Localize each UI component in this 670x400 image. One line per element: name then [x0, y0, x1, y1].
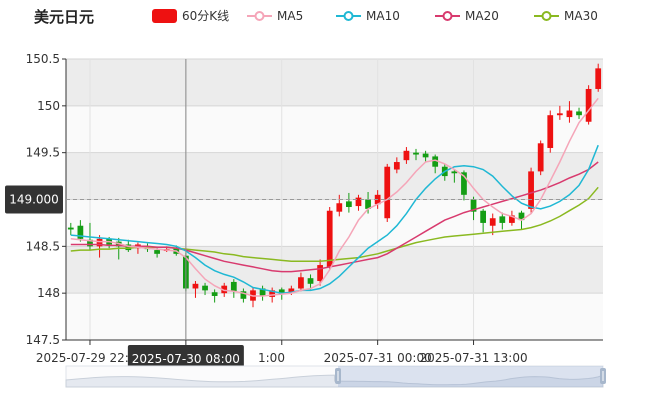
candle-body-6: [125, 244, 132, 251]
candle-body-14: [202, 285, 208, 291]
grid-band-bottom: [66, 293, 603, 340]
candle-body-9: [154, 250, 160, 254]
legend-swatch-0: [152, 9, 177, 23]
grid-band-1: [66, 152, 603, 200]
grid-band-2: [66, 59, 603, 106]
candle-body-18: [240, 291, 247, 299]
axes: 147.5 148 148.5 149.5 150 150.5 2025-07-29 22:…: [26, 52, 603, 365]
candle-body-46: [509, 215, 515, 223]
crosshair-x-label: 2025-07-30 08:00: [132, 352, 240, 366]
plot-grid: [66, 58, 603, 341]
candle-body-38: [432, 156, 439, 167]
legend: 60分K线 MA5 MA10 MA20 MA30: [152, 9, 598, 23]
candle-body-47: [518, 212, 525, 221]
candle-body-48: [528, 171, 534, 209]
ma5-line: [70, 97, 599, 297]
y-tick-label-3: 149.5: [26, 146, 60, 160]
candle-body-17: [230, 281, 237, 292]
legend-label-2: MA10: [366, 9, 400, 23]
candle-body-51: [556, 113, 563, 116]
candle-body-1: [77, 225, 84, 239]
candle-body-24: [298, 277, 304, 289]
legend-label-4: MA30: [564, 9, 598, 23]
y-tick-label-4: 150: [37, 99, 60, 113]
candle-body-23: [288, 288, 295, 294]
candle-body-0: [67, 227, 74, 230]
candle-body-41: [461, 172, 467, 195]
candle-body-36: [413, 152, 419, 155]
candle-body-30: [355, 197, 362, 207]
candle-body-40: [451, 171, 458, 174]
candle-body-16: [221, 285, 228, 294]
candle-body-28: [336, 203, 343, 212]
chart-title: 美元日元: [34, 8, 95, 26]
legend-label-0: 60分K线: [182, 9, 229, 23]
x-tick-label-4: 2025-07-31 13:00: [419, 351, 527, 365]
zoom-preview: [65, 374, 604, 388]
candle-body-33: [384, 166, 391, 219]
legend-marker-2: [343, 11, 354, 21]
zoom-window: [338, 366, 603, 387]
candle-body-50: [547, 115, 554, 148]
candle-body-55: [595, 68, 602, 89]
candle-body-13: [192, 283, 199, 289]
x-tick-label-3: 2025-07-31 00:00: [324, 351, 432, 365]
y-tick-label-0: 147.5: [26, 333, 60, 347]
candle-body-34: [393, 162, 400, 170]
candle-body-27: [326, 210, 333, 267]
grid-band-upper: [66, 105, 603, 153]
candle-body-25: [307, 278, 314, 284]
candle-body-26: [317, 265, 323, 281]
candle-body-45: [499, 216, 506, 223]
candle-body-22: [278, 289, 285, 295]
grid-band-0: [66, 246, 603, 294]
legend-label-3: MA20: [465, 9, 499, 23]
candle-body-35: [403, 150, 410, 161]
crosshair: 149.000 2025-07-30 08:00: [5, 59, 603, 373]
x-tick-label-0: 2025-07-29 22:00: [36, 351, 144, 365]
candle-body-43: [480, 210, 487, 223]
candle-body-2: [87, 239, 93, 247]
candle-body-49: [537, 143, 544, 172]
candle-body-54: [585, 88, 592, 122]
crosshair-y-label: 149.000: [9, 193, 59, 207]
candle-body-15: [211, 292, 218, 296]
y-tick-label-2: 148.5: [26, 239, 60, 253]
x-tick-label-2: 1:00: [258, 351, 285, 365]
y-tick-label-1: 148: [37, 286, 60, 300]
legend-label-1: MA5: [277, 9, 303, 23]
candle-body-20: [259, 288, 266, 296]
legend-marker-4: [541, 11, 552, 21]
candle-body-37: [422, 153, 429, 158]
candle-body-53: [576, 111, 582, 116]
grid-band-mid: [66, 199, 603, 247]
candle-body-31: [365, 199, 371, 209]
ma10-line: [70, 144, 599, 294]
candle-body-3: [96, 238, 103, 247]
crosshair-y-box: [5, 185, 63, 214]
candle-body-29: [346, 201, 352, 207]
candle-body-44: [489, 218, 496, 226]
candle-body-52: [566, 110, 573, 118]
legend-marker-3: [442, 11, 453, 21]
zoom-slider[interactable]: [65, 365, 606, 388]
y-tick-label-5: 150.5: [26, 52, 60, 66]
candle-body-21: [269, 290, 276, 297]
legend-marker-1: [254, 11, 265, 21]
candle-body-42: [470, 199, 477, 212]
